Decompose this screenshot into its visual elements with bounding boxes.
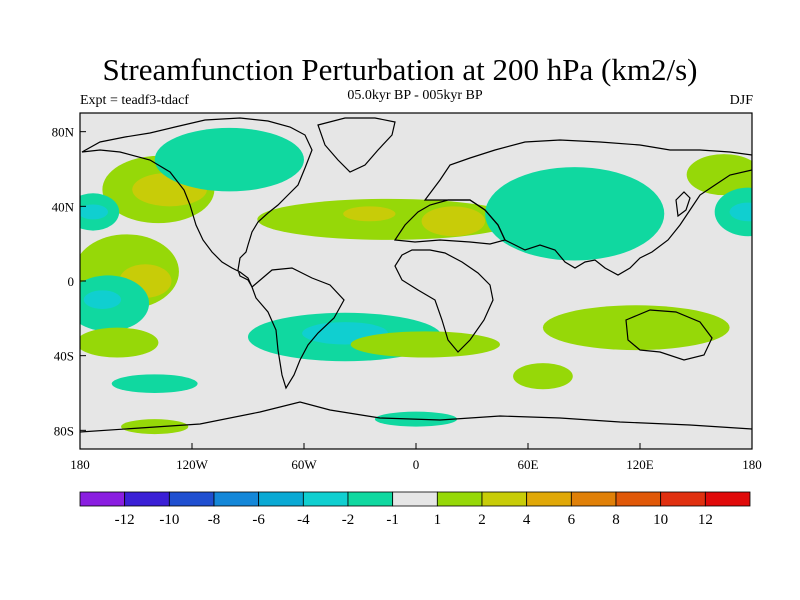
colorbar-label: 8 xyxy=(612,512,620,528)
y-tick-label: 40N xyxy=(52,199,75,214)
colorbar-label: -12 xyxy=(115,512,135,528)
colorbar-label: 10 xyxy=(653,512,668,528)
colorbar-label: -4 xyxy=(297,512,310,528)
x-tick-label: 120E xyxy=(626,457,654,472)
colorbar-swatch xyxy=(347,491,394,507)
colorbar-label: 4 xyxy=(523,512,531,528)
chart-title: Streamfunction Perturbation at 200 hPa (… xyxy=(102,52,698,87)
x-tick-label: 180 xyxy=(70,457,90,472)
colorbar-label: 12 xyxy=(698,512,713,528)
anomaly-region-22 xyxy=(111,374,198,393)
colorbar-swatch xyxy=(436,491,483,507)
x-tick-label: 60W xyxy=(291,457,317,472)
anomaly-region-0 xyxy=(686,154,752,196)
x-tick-label: 180 xyxy=(742,457,762,472)
colorbar-swatch xyxy=(570,491,617,507)
colorbar-label: 2 xyxy=(478,512,486,528)
anomaly-region-9 xyxy=(485,167,665,261)
colorbar-label: -6 xyxy=(252,512,265,528)
anomaly-region-7 xyxy=(343,206,396,222)
colorbar-label: -10 xyxy=(159,512,179,528)
anomaly-region-5 xyxy=(80,204,108,220)
period-label: 05.0kyr BP - 005kyr BP xyxy=(347,88,483,103)
colorbar-swatch xyxy=(615,491,662,507)
colorbar-swatch xyxy=(213,491,260,507)
colorbar-label: -1 xyxy=(386,512,399,528)
colorbar-swatch xyxy=(392,491,438,507)
experiment-label: Expt = teadf3-tdacf xyxy=(80,93,189,108)
colorbar-swatch xyxy=(79,491,126,507)
colorbar-swatch xyxy=(302,491,349,507)
x-tick-label: 60E xyxy=(518,457,539,472)
colorbar-swatch xyxy=(168,491,215,507)
anomaly-region-8 xyxy=(421,206,486,237)
anomaly-region-16 xyxy=(80,327,159,358)
colorbar-label: -2 xyxy=(342,512,355,528)
y-tick-label: 80N xyxy=(52,125,75,140)
colorbar-swatch xyxy=(526,491,572,507)
colorbar-label: 6 xyxy=(568,512,576,528)
y-tick-label: 0 xyxy=(68,274,75,289)
colorbar-swatch xyxy=(660,491,706,507)
coastlines xyxy=(80,117,752,433)
colorbar-label: -8 xyxy=(208,512,221,528)
anomaly-region-15 xyxy=(83,290,122,309)
colorbar-label: 1 xyxy=(434,512,442,528)
colorbar-swatch xyxy=(481,491,528,507)
colorbar-swatch xyxy=(124,491,170,507)
anomaly-region-20 xyxy=(542,305,730,351)
map-axes: 180 120W 60W 0 60E 120E 180 80N 40N 0 40S 80S xyxy=(52,125,762,472)
y-tick-label: 80S xyxy=(54,423,74,438)
anomaly-region-19 xyxy=(350,331,500,358)
colorbar-swatch xyxy=(258,491,304,507)
anomaly-region-3 xyxy=(154,127,304,192)
x-tick-label: 0 xyxy=(413,457,420,472)
anomaly-layer xyxy=(80,127,752,435)
y-tick-label: 40S xyxy=(54,349,74,364)
colorbar: -12 -10 -8 -6 -4 -2 -1 1 2 4 6 8 10 12 xyxy=(79,491,751,528)
x-tick-label: 120W xyxy=(176,457,209,472)
colorbar-swatch xyxy=(704,491,751,507)
anomaly-region-21 xyxy=(513,363,573,390)
anomaly-region-11 xyxy=(729,202,752,222)
season-label: DJF xyxy=(729,93,753,108)
